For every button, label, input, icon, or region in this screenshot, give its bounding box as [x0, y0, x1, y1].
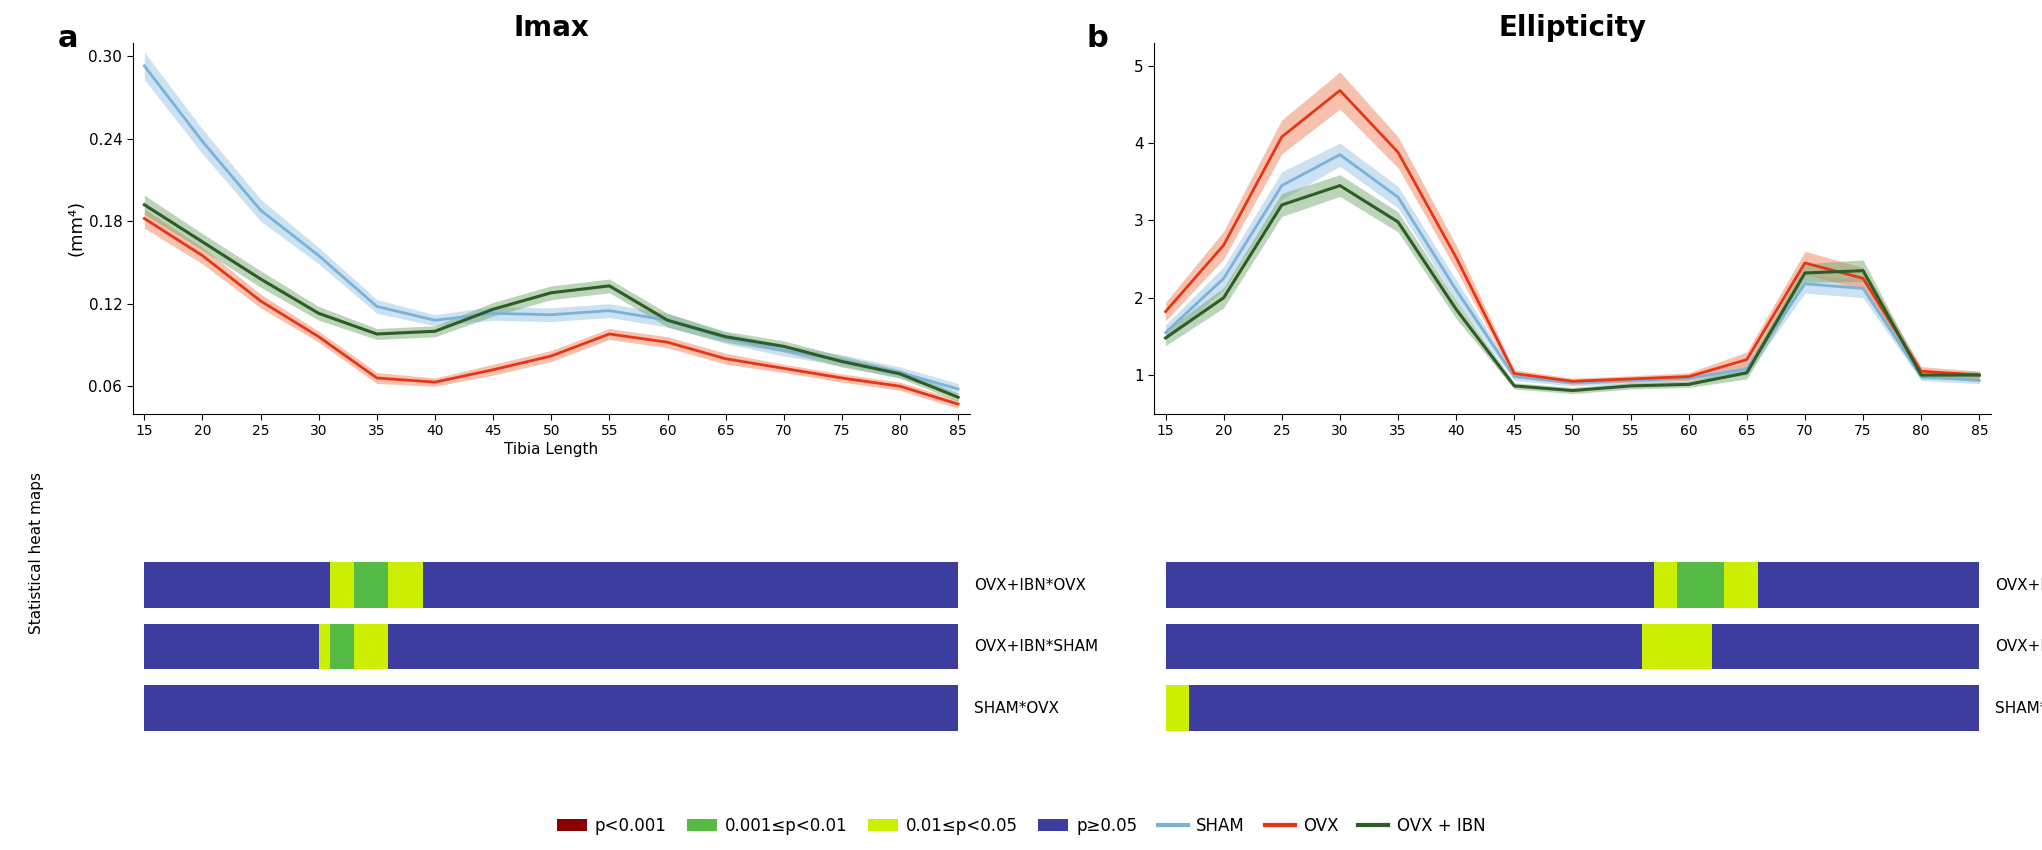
- Text: SHAM*OVX: SHAM*OVX: [974, 700, 1060, 716]
- Bar: [1711, 624, 1979, 670]
- Bar: [1166, 562, 1654, 608]
- Text: OVX+IBN*SHAM: OVX+IBN*SHAM: [1995, 639, 2042, 655]
- Bar: [353, 624, 388, 670]
- Y-axis label: (mm⁴): (mm⁴): [67, 200, 86, 256]
- Bar: [423, 562, 958, 608]
- Legend: p<0.001, 0.001≤p<0.01, 0.01≤p<0.05, p≥0.05, SHAM, OVX, OVX + IBN: p<0.001, 0.001≤p<0.01, 0.01≤p<0.05, p≥0.…: [549, 810, 1493, 842]
- Bar: [331, 624, 353, 670]
- Bar: [1758, 562, 1979, 608]
- Bar: [1676, 562, 1723, 608]
- Bar: [1166, 624, 1642, 670]
- Title: Imax: Imax: [513, 14, 590, 42]
- Bar: [1654, 562, 1676, 608]
- Title: Ellipticity: Ellipticity: [1499, 14, 1646, 42]
- Text: OVX+IBN*OVX: OVX+IBN*OVX: [1995, 577, 2042, 592]
- Bar: [388, 562, 423, 608]
- Text: OVX+IBN*SHAM: OVX+IBN*SHAM: [974, 639, 1099, 655]
- Bar: [319, 624, 331, 670]
- Bar: [331, 562, 353, 608]
- Bar: [353, 562, 388, 608]
- Text: SHAM*OVX: SHAM*OVX: [1995, 700, 2042, 716]
- Text: a: a: [57, 24, 78, 53]
- Bar: [1642, 624, 1711, 670]
- Bar: [145, 562, 331, 608]
- Bar: [1166, 685, 1188, 731]
- Bar: [388, 624, 958, 670]
- Bar: [1723, 562, 1758, 608]
- X-axis label: Tibia Length: Tibia Length: [504, 442, 598, 457]
- Text: Statistical heat maps: Statistical heat maps: [29, 472, 45, 633]
- Text: b: b: [1086, 24, 1109, 53]
- Bar: [145, 624, 319, 670]
- Text: OVX+IBN*OVX: OVX+IBN*OVX: [974, 577, 1086, 592]
